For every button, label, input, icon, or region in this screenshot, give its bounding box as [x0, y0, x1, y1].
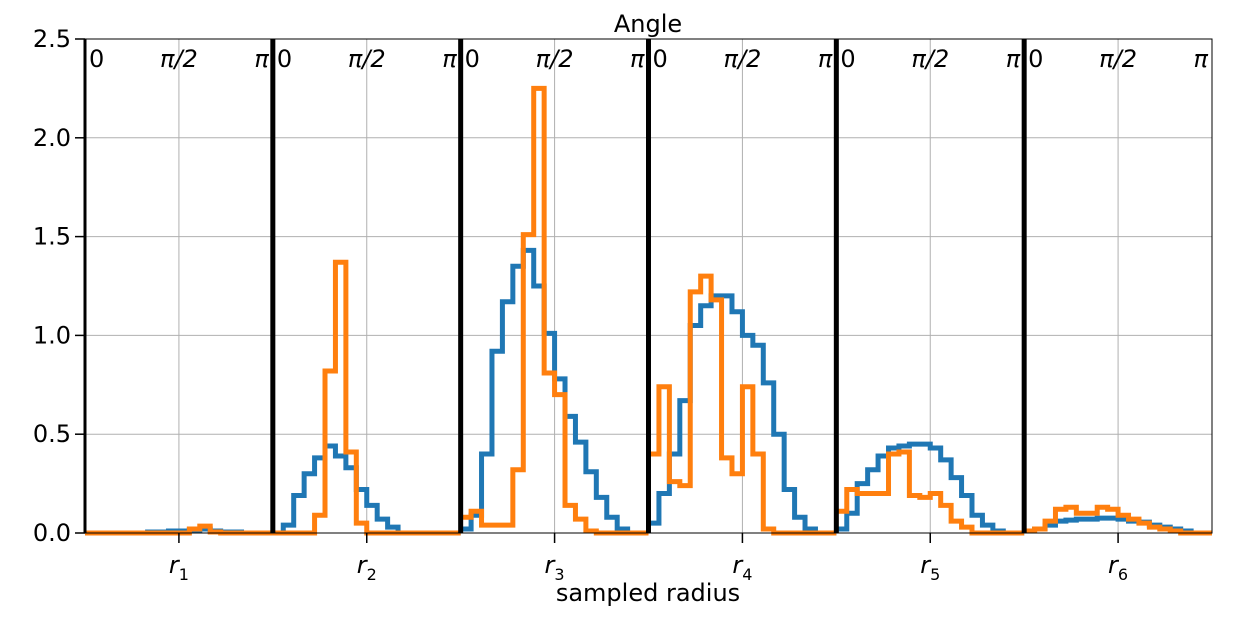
angle-tick-half-pi: π/2: [348, 45, 386, 73]
radius-label-5: r5: [920, 551, 940, 584]
y-axis: 0.0 0.5 1.0 1.5 2.0 2.5: [33, 25, 85, 547]
plot-border: [84, 38, 1213, 534]
radius-tick-labels: r1 r2 r3 r4 r5 r6: [169, 533, 1128, 584]
angle-tick-zero: 0: [277, 45, 292, 73]
angle-tick-pi: π: [1194, 45, 1209, 73]
angle-tick-half-pi: π/2: [1099, 45, 1137, 73]
angle-tick-pi: π: [254, 45, 269, 73]
radius-label-1: r1: [169, 551, 189, 584]
y-tick-label: 2.0: [33, 124, 71, 152]
plot-frame: [84, 38, 1213, 534]
y-tick-label: 0.0: [33, 519, 71, 547]
histogram-series-2-panel-6: [1024, 504, 1212, 536]
radius-label-2: r2: [357, 551, 377, 584]
angle-tick-half-pi: π/2: [160, 45, 198, 73]
histogram-series-1-panel-3: [460, 247, 649, 536]
x-axis-title: sampled radius: [556, 579, 740, 607]
angle-tick-half-pi: π/2: [536, 45, 574, 73]
y-tick-label: 2.5: [33, 25, 71, 53]
radius-label-3: r3: [545, 551, 565, 584]
radius-label-6: r6: [1108, 551, 1128, 584]
angle-tick-zero: 0: [653, 45, 668, 73]
angle-tick-pi: π: [1006, 45, 1021, 73]
angle-tick-zero: 0: [89, 45, 104, 73]
histogram-series-1-panel-5: [836, 441, 1025, 536]
angle-tick-half-pi: π/2: [911, 45, 949, 73]
angle-tick-zero: 0: [1028, 45, 1043, 73]
angle-tick-half-pi: π/2: [724, 45, 762, 73]
angle-tick-pi: π: [442, 45, 457, 73]
radius-label-4: r4: [732, 551, 752, 584]
angle-tick-pi: π: [818, 45, 833, 73]
angle-tick-pi: π: [630, 45, 645, 73]
y-tick-label: 1.0: [33, 321, 71, 349]
angle-tick-labels: 0 π/2 π 0 π/2 π 0 π/2 π 0 π/2 π 0 π/2 π 0 π/2 π: [89, 45, 1209, 73]
y-tick-label: 0.5: [33, 420, 71, 448]
chart-title: Angle: [614, 10, 682, 38]
histogram-series-1-panel-4: [648, 293, 837, 536]
y-tick-label: 1.5: [33, 223, 71, 251]
angle-tick-zero: 0: [840, 45, 855, 73]
angle-tick-zero: 0: [465, 45, 480, 73]
